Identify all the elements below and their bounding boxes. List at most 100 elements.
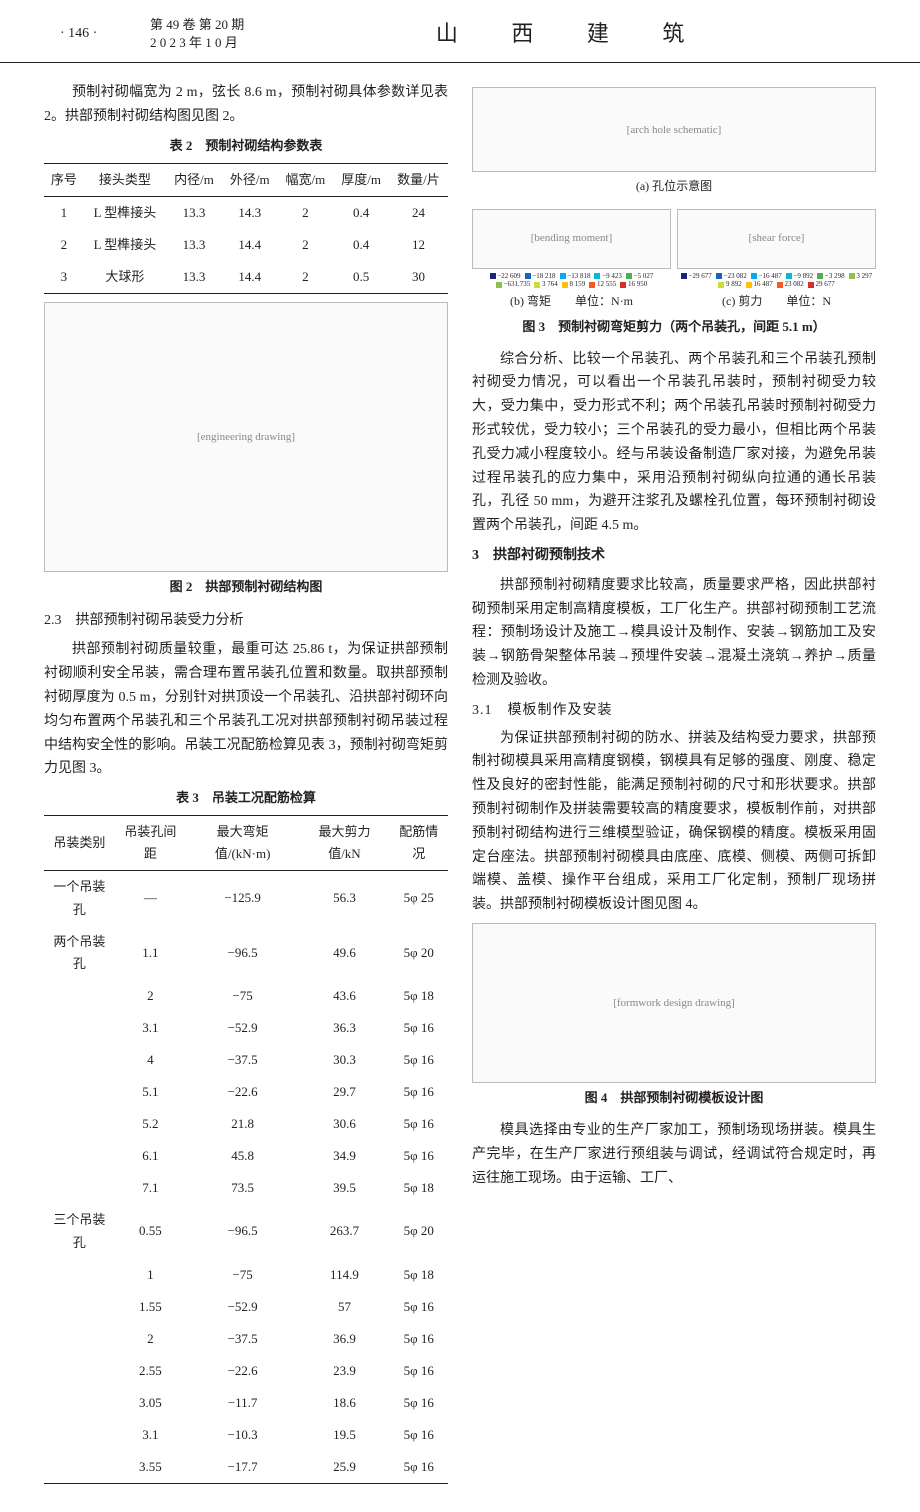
content: 预制衬砌幅宽为 2 m，弦长 8.6 m，预制衬砌具体参数详见表 2。拱部预制衬… — [0, 63, 920, 1512]
table-cell: −22.6 — [186, 1076, 299, 1108]
table-cell: 34.9 — [299, 1140, 389, 1172]
legend-item: −16 487 — [751, 273, 782, 281]
table-row: 4−37.530.35φ 16 — [44, 1044, 448, 1076]
table-cell: −37.5 — [186, 1323, 299, 1355]
table-cell: 1.55 — [115, 1291, 186, 1323]
legend-c: −29 677 −23 082 −16 487 −9 892 −3 298 3 … — [677, 273, 876, 289]
table-cell: −52.9 — [186, 1291, 299, 1323]
table-header: 最大弯矩值/(kN·m) — [186, 816, 299, 871]
table-cell: 14.4 — [222, 229, 278, 261]
table-2: 序号接头类型内径/m外径/m幅宽/m厚度/m数量/片 1L 型榫接头13.314… — [44, 163, 448, 294]
legend-item: 23 082 — [777, 281, 804, 289]
table-cell: 2 — [278, 229, 334, 261]
section-3-1: 3.1 模板制作及安装 — [472, 699, 876, 723]
table-cell: 2.55 — [115, 1355, 186, 1387]
table-cell: 5.2 — [115, 1108, 186, 1140]
table-cell: 263.7 — [299, 1204, 389, 1258]
legend-item: 9 892 — [718, 281, 742, 289]
table-cell: 5φ 16 — [390, 1012, 448, 1044]
table-cell — [44, 1044, 115, 1076]
legend-item: 3 297 — [849, 273, 873, 281]
table-row: 1−75114.95φ 18 — [44, 1259, 448, 1291]
table-cell: 1 — [44, 197, 84, 230]
legend-item: −631.735 — [496, 281, 530, 289]
table-cell: 5φ 16 — [390, 1323, 448, 1355]
figure-4: [formwork design drawing] — [472, 923, 876, 1083]
table-cell: 6.1 — [115, 1140, 186, 1172]
table-cell: 0.4 — [333, 197, 389, 230]
table-row: 序号接头类型内径/m外径/m幅宽/m厚度/m数量/片 — [44, 164, 448, 197]
table-cell: 5φ 25 — [390, 871, 448, 926]
table-cell: −125.9 — [186, 871, 299, 926]
para-4: 拱部预制衬砌精度要求比较高，质量要求严格，因此拱部衬砌预制采用定制高精度模板，工… — [472, 574, 876, 693]
table-row: 3.1−10.319.55φ 16 — [44, 1419, 448, 1451]
table-cell: 5φ 18 — [390, 1259, 448, 1291]
figure-2: [engineering drawing] — [44, 302, 448, 572]
fig3b-label: (b) 弯矩 单位：N·m — [472, 291, 671, 311]
legend-item: 8 159 — [562, 281, 586, 289]
table-cell — [44, 1108, 115, 1140]
table-cell — [44, 1323, 115, 1355]
table-cell: 2 — [278, 261, 334, 294]
para-2: 拱部预制衬砌质量较重，最重可达 25.86 t，为保证拱部预制衬砌顺利安全吊装，… — [44, 638, 448, 781]
fig4-caption: 图 4 拱部预制衬砌模板设计图 — [472, 1087, 876, 1109]
table-header: 厚度/m — [333, 164, 389, 197]
section-2-3: 2.3 拱部预制衬砌吊装受力分析 — [44, 609, 448, 633]
para-5: 为保证拱部预制衬砌的防水、拼装及结构受力要求，拱部预制衬砌模具采用高精度钢模，钢… — [472, 727, 876, 917]
table-cell: 5φ 20 — [390, 926, 448, 980]
table-cell: 5φ 16 — [390, 1140, 448, 1172]
table-header: 幅宽/m — [278, 164, 334, 197]
table-cell — [44, 1259, 115, 1291]
table-cell — [44, 1012, 115, 1044]
table-cell: 5φ 16 — [390, 1044, 448, 1076]
table-cell: 5φ 18 — [390, 1172, 448, 1204]
table-cell: −75 — [186, 1259, 299, 1291]
issue-info: 第 49 卷 第 20 期 2 0 2 3 年 1 0 月 — [150, 16, 244, 52]
table-row: 5.1−22.629.75φ 16 — [44, 1076, 448, 1108]
table-cell: 56.3 — [299, 871, 389, 926]
table-cell: −37.5 — [186, 1044, 299, 1076]
fig3c-label: (c) 剪力 单位：N — [677, 291, 876, 311]
table-cell — [44, 1076, 115, 1108]
table-row: 一个吊装孔—−125.956.35φ 25 — [44, 871, 448, 926]
table-cell: 5φ 16 — [390, 1076, 448, 1108]
table-cell: 23.9 — [299, 1355, 389, 1387]
table-cell: 5.1 — [115, 1076, 186, 1108]
table-cell: 5φ 16 — [390, 1108, 448, 1140]
table-cell: 5φ 16 — [390, 1451, 448, 1484]
table-cell: 57 — [299, 1291, 389, 1323]
table2-title: 表 2 预制衬砌结构参数表 — [44, 135, 448, 157]
table-cell: L 型榫接头 — [84, 197, 167, 230]
table-cell: 30.3 — [299, 1044, 389, 1076]
journal-title: 山 西 建 筑 — [244, 15, 860, 52]
table-cell: 3.05 — [115, 1387, 186, 1419]
table-cell: 0.5 — [333, 261, 389, 294]
table-header: 接头类型 — [84, 164, 167, 197]
table-cell: 114.9 — [299, 1259, 389, 1291]
table-cell: — — [115, 871, 186, 926]
page-number: · 146 · — [60, 22, 150, 46]
legend-item: 16 487 — [746, 281, 773, 289]
fig3a-label: (a) 孔位示意图 — [472, 176, 876, 196]
table-row: 5.221.830.65φ 16 — [44, 1108, 448, 1140]
legend-item: 29 677 — [808, 281, 835, 289]
table-cell: 36.3 — [299, 1012, 389, 1044]
table-cell — [44, 1419, 115, 1451]
table-row: 2−37.536.95φ 16 — [44, 1323, 448, 1355]
right-column: [arch hole schematic] (a) 孔位示意图 [bending… — [472, 81, 876, 1492]
table-cell: 12 — [389, 229, 448, 261]
table-cell: 3 — [44, 261, 84, 294]
legend-item: −13 818 — [560, 273, 591, 281]
table-row: 吊装类别吊装孔间距最大弯矩值/(kN·m)最大剪力值/kN配筋情况 — [44, 816, 448, 871]
table-cell: 2 — [44, 229, 84, 261]
table-cell: 5φ 16 — [390, 1387, 448, 1419]
table-cell — [44, 1387, 115, 1419]
legend-item: 3 764 — [534, 281, 558, 289]
table-cell: 30.6 — [299, 1108, 389, 1140]
table-header: 内径/m — [166, 164, 222, 197]
table-row: 三个吊装孔0.55−96.5263.75φ 20 — [44, 1204, 448, 1258]
table-row: 2L 型榫接头13.314.420.412 — [44, 229, 448, 261]
table-row: 3.05−11.718.65φ 16 — [44, 1387, 448, 1419]
table-cell: −17.7 — [186, 1451, 299, 1484]
table-cell: 30 — [389, 261, 448, 294]
